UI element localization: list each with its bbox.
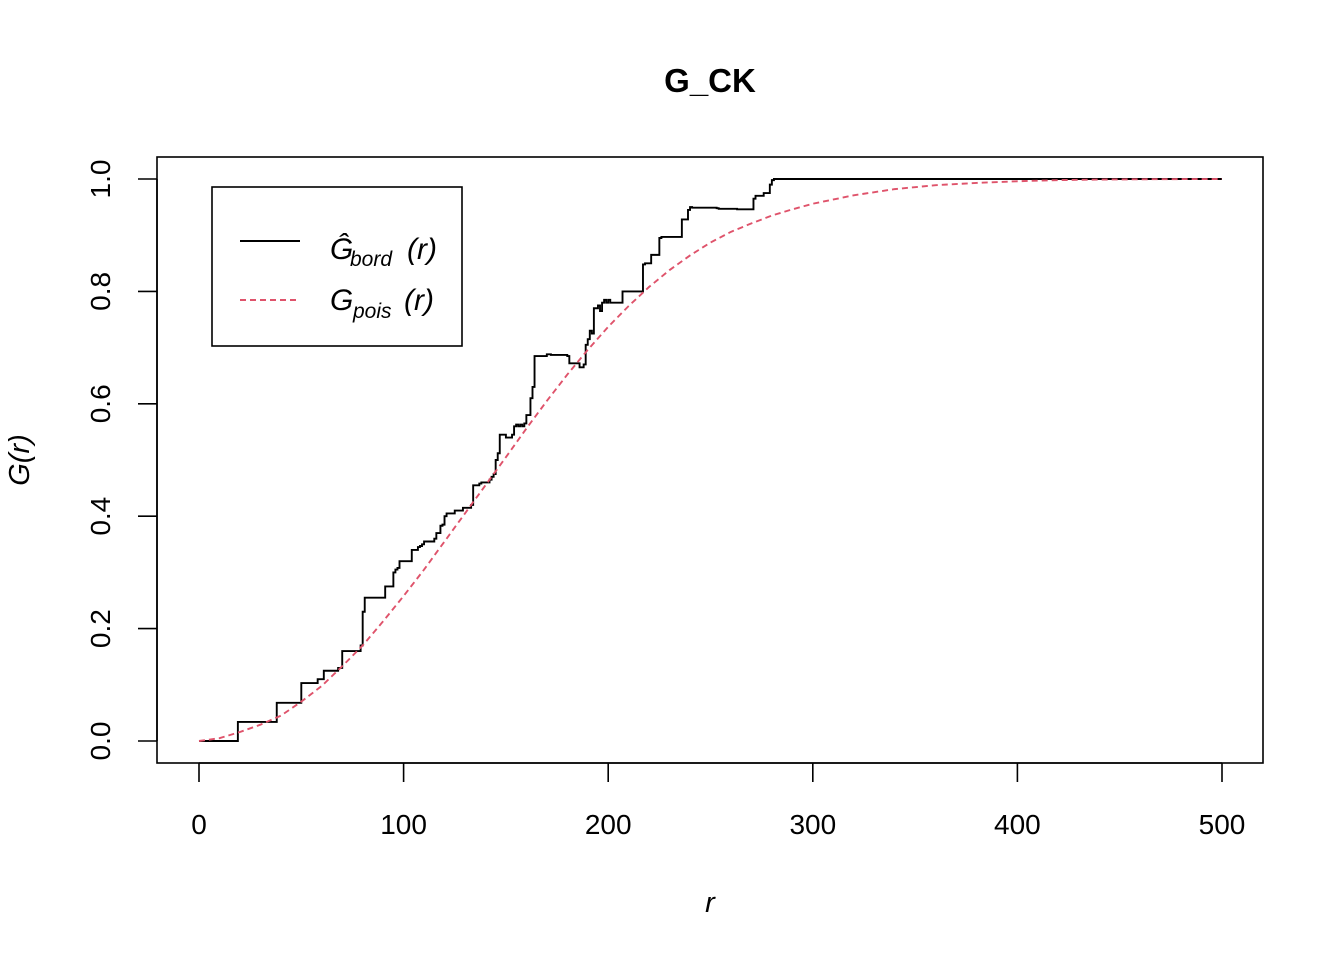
series-line-g-pois	[198, 178, 1223, 742]
y-tick-label: 0.0	[85, 722, 116, 761]
x-tick-label: 400	[994, 809, 1041, 840]
y-tick-label: 0.2	[85, 609, 116, 648]
y-axis: 0.0 0.2 0.4 0.6 0.8 1.0	[85, 160, 158, 761]
legend: Ĝ bord (r) G pois (r)	[211, 186, 463, 347]
legend-label-g-bord: Ĝ bord (r)	[330, 232, 437, 271]
series-line-g-bord	[199, 178, 1222, 742]
y-tick-label: 0.8	[85, 272, 116, 311]
legend-label-main: G	[330, 284, 353, 317]
x-tick-label: 100	[380, 809, 427, 840]
legend-label-sub: pois	[352, 300, 392, 323]
legend-box	[211, 186, 463, 347]
series-layer	[198, 178, 1223, 742]
x-tick-label: 300	[789, 809, 836, 840]
x-tick-label: 200	[585, 809, 632, 840]
y-axis-label: G(r)	[4, 434, 36, 486]
x-tick-label: 500	[1199, 809, 1246, 840]
x-tick-label: 0	[191, 809, 207, 840]
x-axis: 0 100 200 300 400 500	[191, 762, 1246, 840]
legend-label-g-pois: G pois (r)	[330, 284, 434, 323]
chart-title: G_CK	[664, 62, 756, 99]
legend-label-main: Ĝ	[330, 232, 353, 266]
y-tick-label: 1.0	[85, 160, 116, 199]
y-tick-label: 0.6	[85, 384, 116, 423]
legend-label-tail: (r)	[407, 233, 437, 266]
legend-label-tail: (r)	[404, 284, 434, 317]
x-axis-label: r	[705, 887, 716, 919]
legend-label-sub: bord	[350, 248, 393, 271]
y-tick-label: 0.4	[85, 497, 116, 536]
